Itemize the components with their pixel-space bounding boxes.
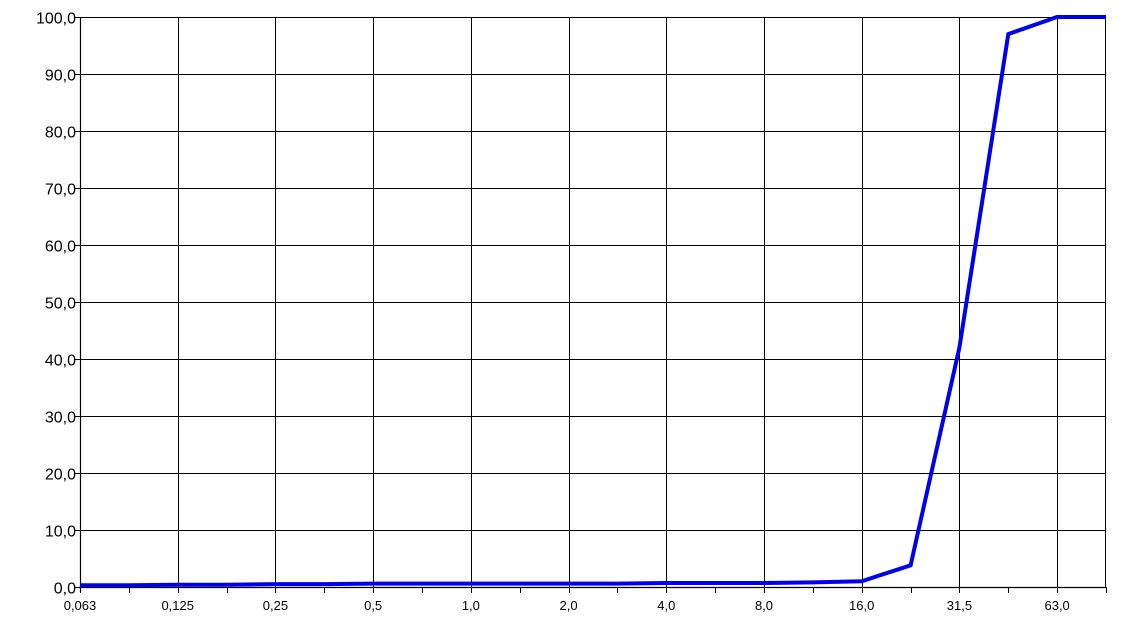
x-tick-label: 8,0: [755, 598, 773, 613]
series-line: [80, 15, 1106, 588]
y-tick-label: 0,0: [54, 581, 76, 598]
y-tick-label: 30,0: [45, 410, 76, 427]
x-tick-label: 31,5: [947, 598, 972, 613]
y-tick-label: 20,0: [45, 467, 76, 484]
x-tick-label: 1,0: [462, 598, 480, 613]
x-tick-label: 16,0: [849, 598, 874, 613]
y-tick-label: 50,0: [45, 296, 76, 313]
y-tick-label: 70,0: [45, 182, 76, 199]
x-tick-label: 2,0: [560, 598, 578, 613]
x-tick-label: 63,0: [1044, 598, 1069, 613]
x-tick-label: 0,25: [263, 598, 288, 613]
y-tick-label: 90,0: [45, 68, 76, 85]
y-tick-label: 10,0: [45, 524, 76, 541]
y-tick-label: 60,0: [45, 239, 76, 256]
y-axis-ticks: 0,0 10,0 20,0 30,0 40,0 50,0 60,0 70,0 80,0 90,0 1…: [36, 11, 80, 598]
x-tick-label: 4,0: [657, 598, 675, 613]
axes: [75, 17, 1106, 592]
x-tick-label: 0,5: [364, 598, 382, 613]
x-tick-label: 0,125: [161, 598, 194, 613]
y-tick-label: 80,0: [45, 125, 76, 142]
gridlines: [80, 17, 1106, 588]
y-tick-label: 100,0: [36, 11, 76, 28]
x-tick-label: 0,063: [64, 598, 97, 613]
series: [79, 15, 1107, 588]
x-axis-ticks: 0,063 0,125 0,25 0,5 1,0 2,0 4,0 8,0 16,0 31,5 63,…: [64, 587, 1107, 613]
y-tick-label: 40,0: [45, 353, 76, 370]
